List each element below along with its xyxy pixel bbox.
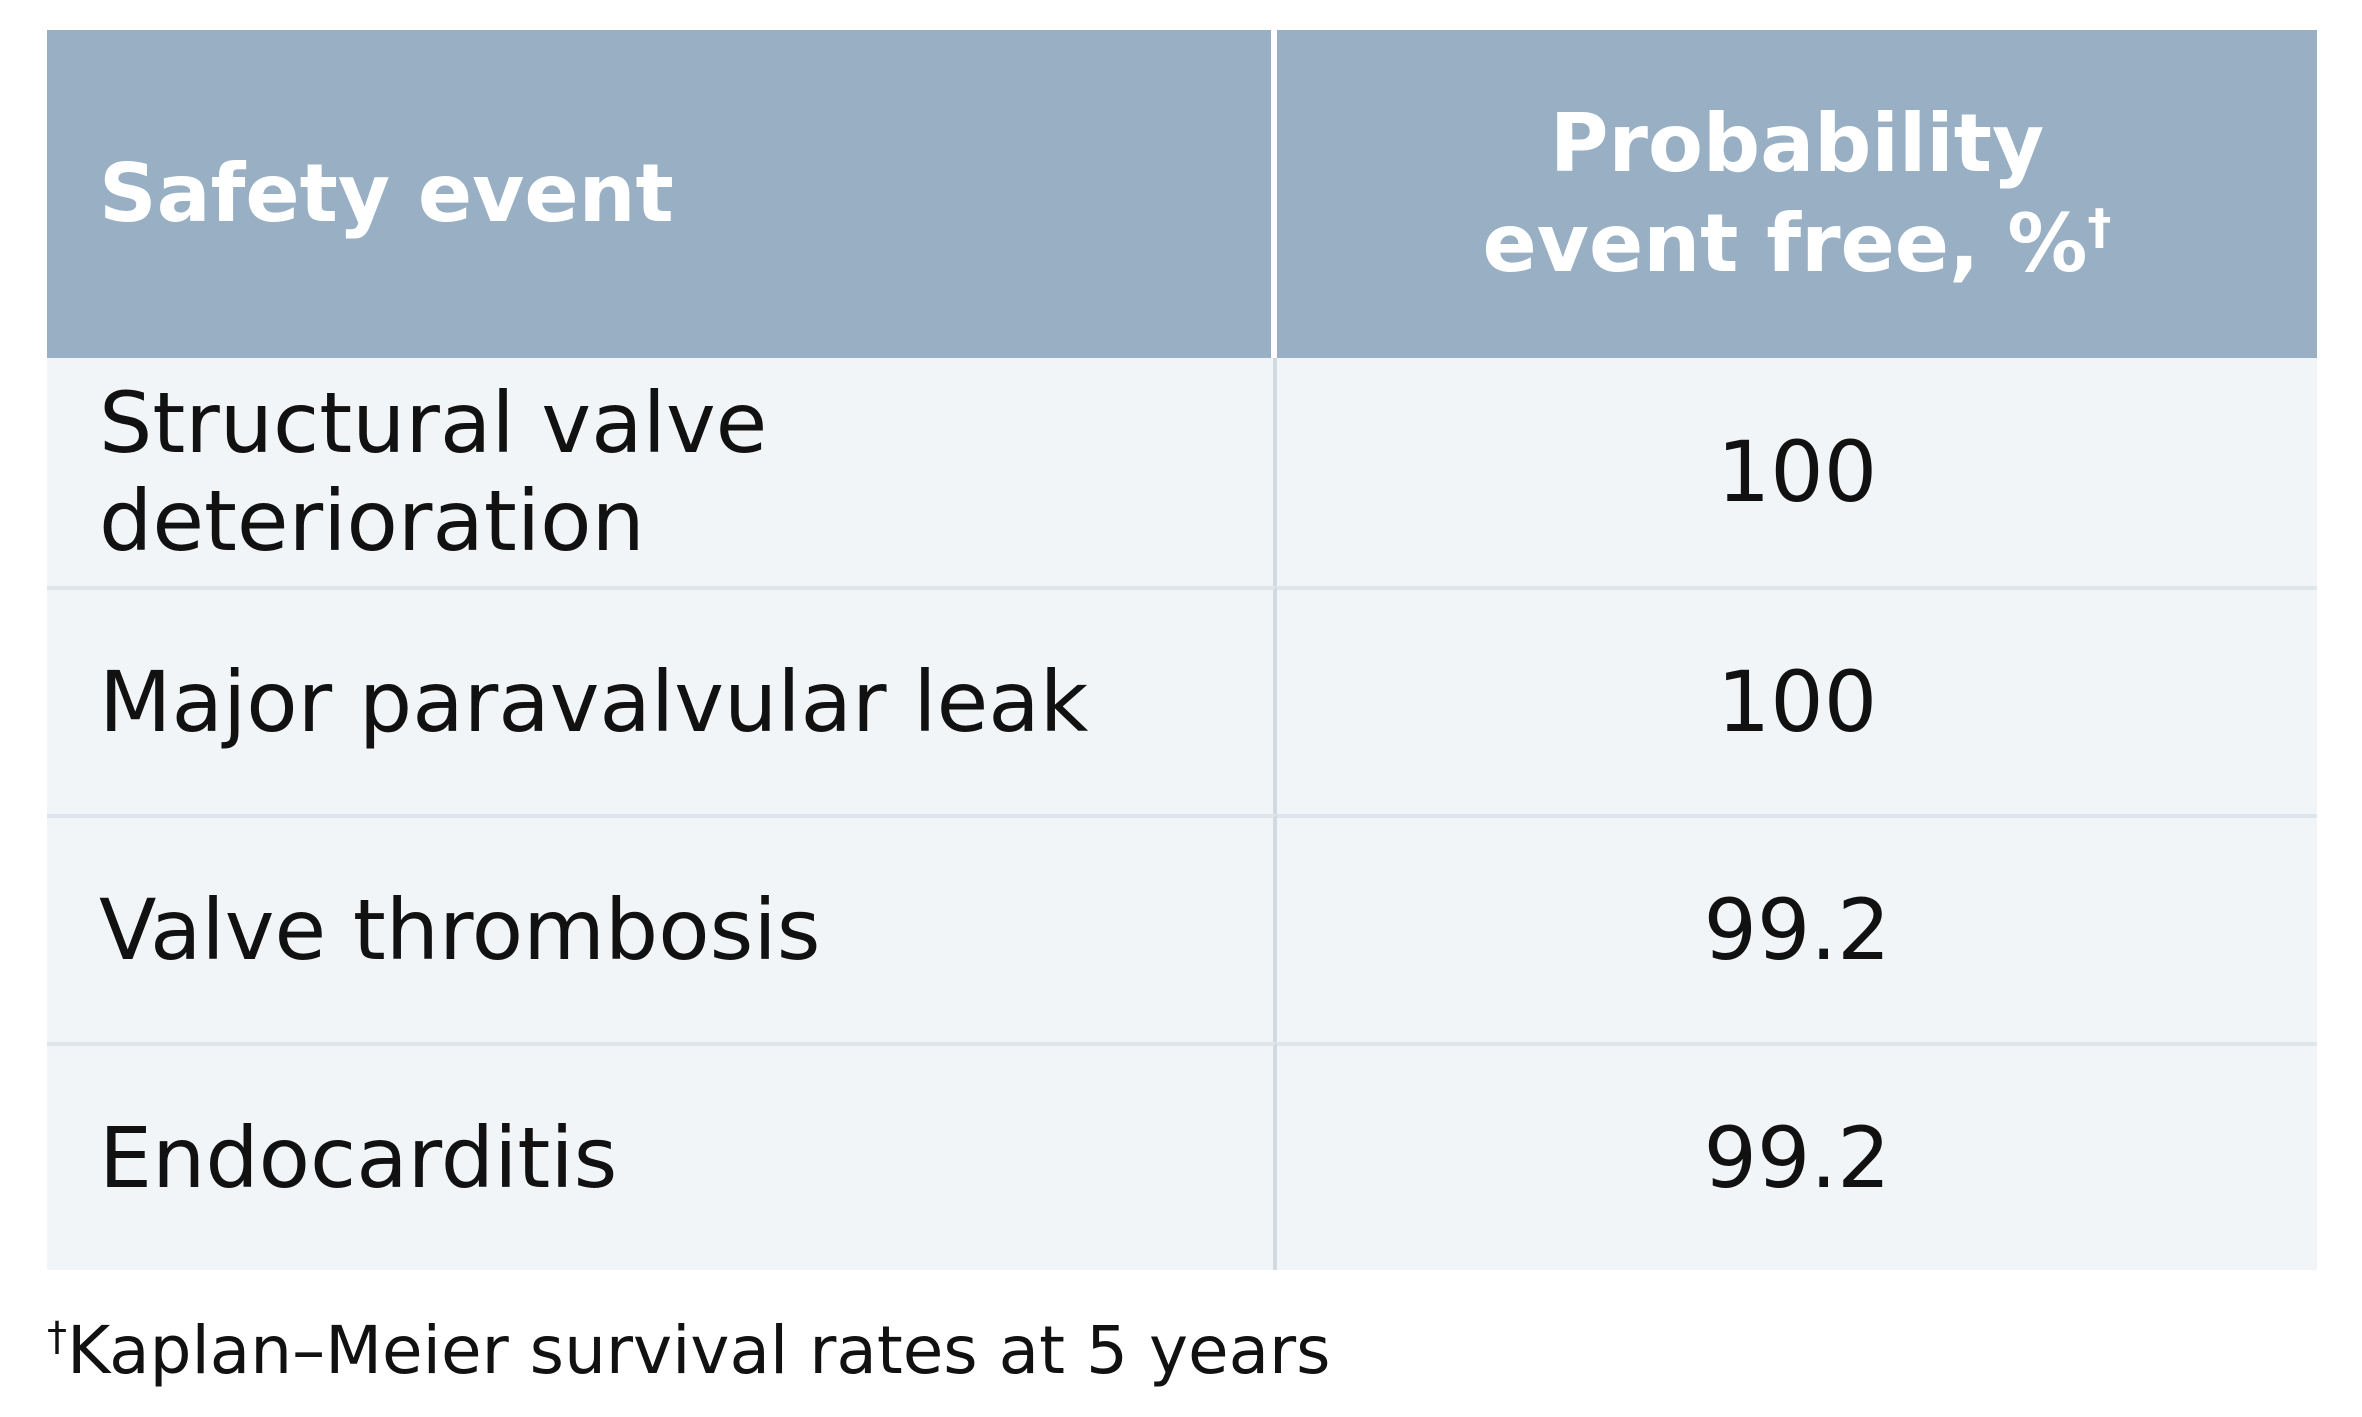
table-row-2-probability: 100 <box>1277 586 2317 814</box>
header-dagger-mark: † <box>2087 199 2112 256</box>
table-row-3-probability: 99.2 <box>1277 814 2317 1042</box>
table-row-1-probability: 100 <box>1277 358 2317 586</box>
header-safety-event-label: Safety event <box>99 147 674 240</box>
safety-events-table: Safety event Probability event free, %† … <box>47 30 2317 1270</box>
table-row-2-event: Major paravalvular leak <box>47 586 1277 814</box>
table-row-4-probability: 99.2 <box>1277 1042 2317 1270</box>
table-row-3-event: Valve thrombosis <box>47 814 1277 1042</box>
table-footnote: †Kaplan–Meier survival rates at 5 years <box>47 1312 1331 1389</box>
table-row-1-event: Structural valve deterioration <box>47 358 1277 586</box>
header-probability-text: Probability event free, %† <box>1483 94 2112 294</box>
table-row-4-event: Endocarditis <box>47 1042 1277 1270</box>
header-probability: Probability event free, %† <box>1277 30 2317 358</box>
header-probability-line2: event free, % <box>1482 197 2088 290</box>
table-grid: Safety event Probability event free, %† … <box>47 30 2317 1270</box>
footnote-text: Kaplan–Meier survival rates at 5 years <box>67 1312 1331 1389</box>
footnote-dagger-mark: † <box>47 1314 67 1360</box>
header-probability-line2-wrap: event free, %† <box>1483 194 2112 294</box>
header-probability-line1: Probability <box>1549 97 2045 190</box>
header-safety-event: Safety event <box>47 30 1277 358</box>
